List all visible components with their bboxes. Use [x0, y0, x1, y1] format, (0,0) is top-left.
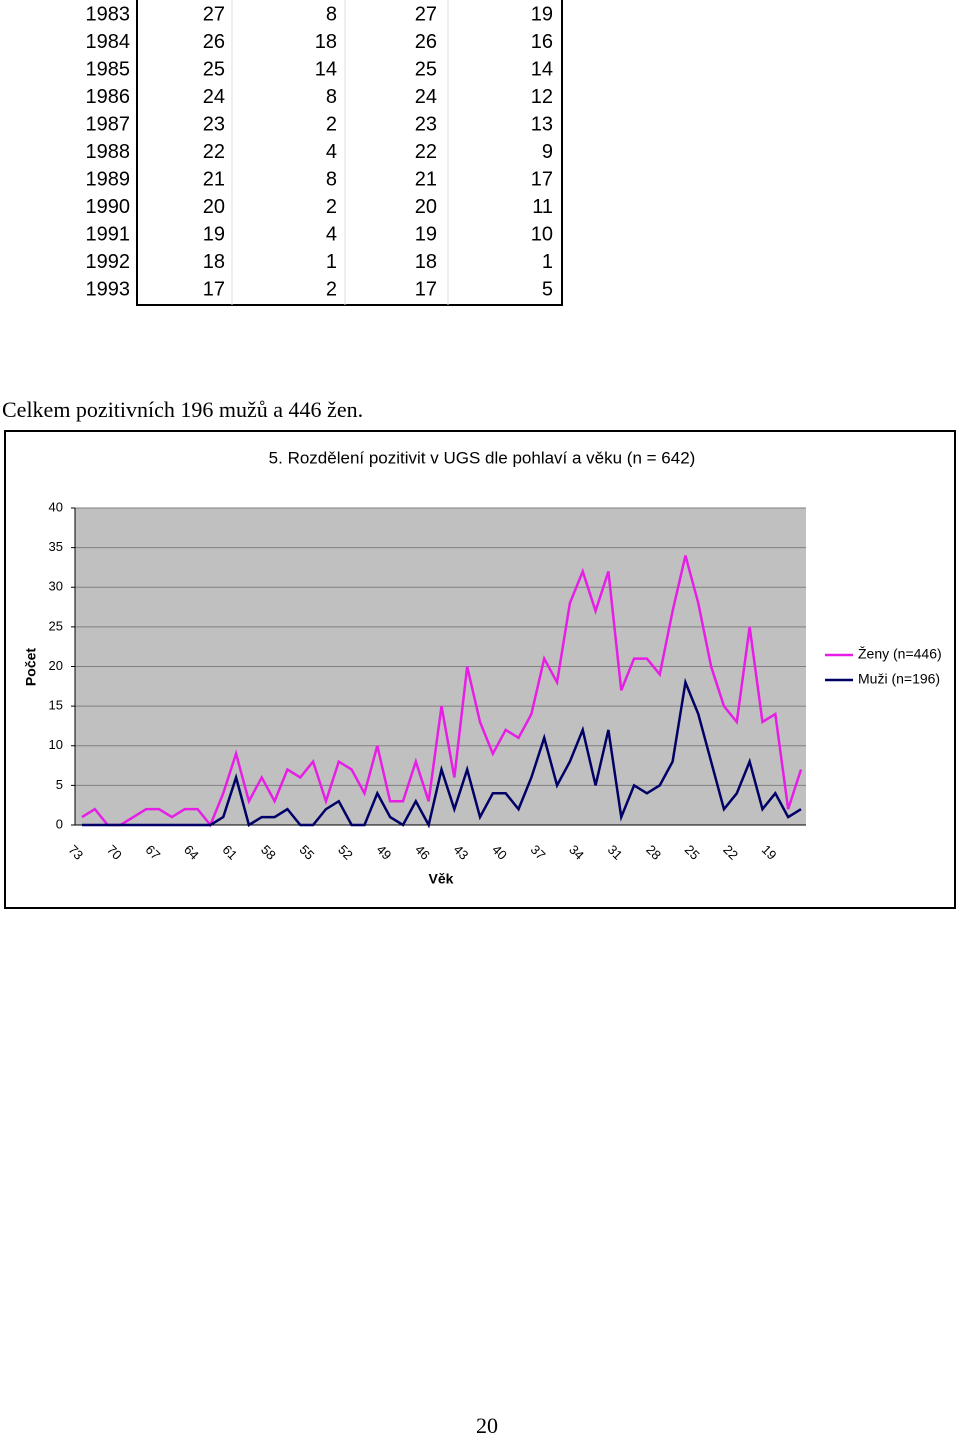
table-cell: 1989: [86, 168, 131, 190]
table-cell: 23: [415, 113, 437, 135]
table-cell: 8: [326, 168, 337, 190]
table-cell: 22: [203, 141, 225, 163]
table-cell: 23: [203, 113, 225, 135]
table-cell: 25: [203, 58, 225, 80]
table-cell: 13: [531, 113, 553, 135]
table-cell: 18: [415, 251, 437, 273]
table-cell: 9: [542, 141, 553, 163]
table-cell: 19: [203, 223, 225, 245]
legend-label: Muži (n=196): [858, 671, 940, 687]
table-cell: 4: [326, 223, 337, 245]
table-cell: 8: [326, 3, 337, 25]
table-cell: 1993: [86, 278, 131, 300]
table-cell: 18: [203, 251, 225, 273]
y-tick-label: 20: [49, 658, 63, 673]
y-tick-label: 10: [49, 737, 63, 752]
page-number: 20: [476, 1413, 498, 1438]
chart-title: 5. Rozdělení pozitivit v UGS dle pohlaví…: [269, 448, 696, 467]
table-cell: 20: [203, 196, 225, 218]
y-tick-label: 5: [56, 777, 63, 792]
table-cell: 12: [531, 86, 553, 108]
table-cell: 4: [326, 141, 337, 163]
table-cell: 24: [415, 86, 437, 108]
y-tick-label: 35: [49, 539, 63, 554]
table-cell: 10: [531, 223, 553, 245]
table-cell: 24: [203, 86, 225, 108]
summary: Celkem pozitivních 196 mužů a 446 žen.: [2, 397, 363, 422]
table-cell: 1987: [86, 113, 131, 135]
table-cell: 1983: [86, 3, 131, 25]
table-cell: 1984: [86, 31, 131, 53]
table-cell: 18: [315, 31, 337, 53]
table-cell: 22: [415, 141, 437, 163]
table-cell: 1990: [86, 196, 131, 218]
table-cell: 2: [326, 196, 337, 218]
table-cell: 14: [531, 58, 553, 80]
table-cell: 11: [532, 196, 553, 218]
table-cell: 17: [531, 168, 553, 190]
table-cell: 5: [542, 278, 553, 300]
table-cell: 1992: [86, 251, 131, 273]
table-cell: 1988: [86, 141, 131, 163]
table-cell: 27: [415, 3, 437, 25]
legend: [817, 639, 954, 694]
x-axis-label: Věk: [429, 871, 454, 887]
table-cell: 27: [203, 3, 225, 25]
table-cell: 25: [415, 58, 437, 80]
table-cell: 1991: [86, 223, 131, 245]
y-tick-label: 40: [49, 499, 63, 514]
table-cell: 26: [203, 31, 225, 53]
table-cell: 20: [415, 196, 437, 218]
table-cell: 17: [203, 278, 225, 300]
y-tick-label: 25: [49, 618, 63, 633]
table-cell: 2: [326, 113, 337, 135]
table-cell: 19: [531, 3, 553, 25]
table-cell: 8: [326, 86, 337, 108]
table-cell: 26: [415, 31, 437, 53]
table-cell: 14: [315, 58, 337, 80]
table-cell: 1: [326, 251, 337, 273]
table-cell: 19: [415, 223, 437, 245]
y-axis-label: Počet: [23, 648, 39, 686]
y-tick-label: 0: [56, 816, 63, 831]
table-cell: 1986: [86, 86, 131, 108]
legend-label: Ženy (n=446): [858, 646, 942, 662]
y-tick-label: 15: [49, 698, 63, 713]
series-line: [81, 555, 803, 828]
table-cell: 21: [415, 168, 437, 190]
series-line: [82, 677, 802, 829]
table-cell: 1985: [86, 58, 131, 80]
table-cell: 21: [203, 168, 225, 190]
table-cell: 16: [531, 31, 553, 53]
table-cell: 1: [542, 251, 553, 273]
table-cell: 2: [326, 278, 337, 300]
table-cell: 17: [415, 278, 437, 300]
y-tick-label: 30: [49, 579, 63, 594]
